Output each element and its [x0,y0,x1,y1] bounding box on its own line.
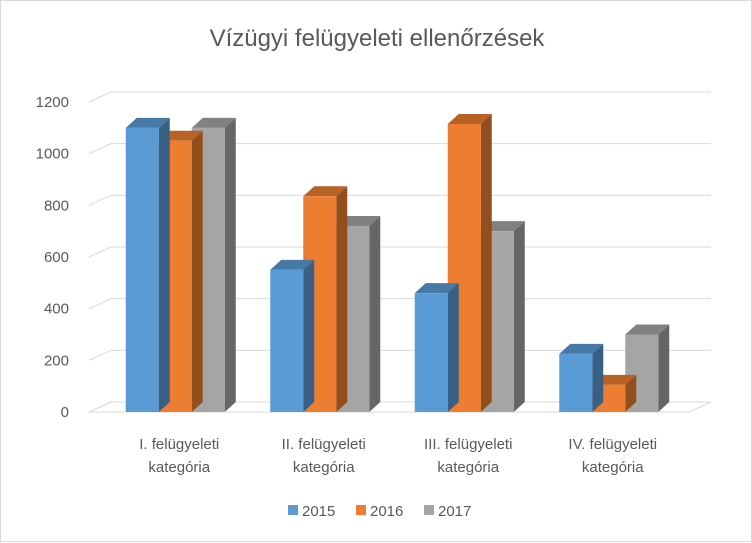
bar-side [480,113,492,412]
x-tick-label: kategória [148,459,210,476]
legend: 2015 2016 2017 [288,503,471,520]
bar-side [658,324,670,412]
gridline [88,194,711,206]
gridline [88,143,711,155]
legend-label: 2017 [438,503,471,520]
x-tick-label: III. felügyeleti [424,436,512,453]
y-tick-label: 0 [61,404,69,421]
legend-swatch [356,505,366,515]
bar-front [270,269,304,412]
bar-top [270,259,315,270]
legend-label: 2015 [302,503,335,520]
bar-top [303,186,348,197]
bar-side [224,117,236,412]
bar-side [369,216,381,412]
bar-2016-3 [447,113,492,412]
bars [125,113,670,412]
bar-2015-1 [125,117,170,412]
bar-front [559,353,593,412]
x-tick-label: IV. felügyeleti [568,436,657,453]
bar-side [336,186,348,412]
bar-side [447,283,459,412]
bar-front [125,127,159,412]
x-tick-label: kategória [582,459,644,476]
legend-label: 2016 [370,503,403,520]
gridlines [88,91,711,413]
bar-2015-4 [559,343,604,412]
bar-top [559,343,604,354]
legend-item-2015: 2015 [288,503,335,520]
legend-item-2017: 2017 [424,503,471,520]
legend-swatch [288,505,298,515]
bar-top [447,113,492,124]
y-tick-label: 1000 [36,146,69,163]
bar-top [414,283,459,294]
bar-side [592,343,604,412]
bar-2015-3 [414,283,459,412]
bar-top [191,117,236,128]
bar-side [513,221,525,412]
y-tick-label: 1200 [36,94,69,111]
y-axis: 0 200 400 600 800 1000 1200 [36,94,69,421]
bar-side [625,374,637,412]
y-tick-label: 800 [44,197,69,214]
legend-swatch [424,505,434,515]
bar-top [125,117,170,128]
bar-side [158,117,170,412]
bar-2015-2 [270,259,315,412]
y-tick-label: 600 [44,249,69,266]
bar-side [303,259,315,412]
bar-side [191,130,203,412]
bar-front [414,293,448,412]
x-tick-label: II. felügyeleti [282,436,366,453]
bar-2017-4 [625,324,670,412]
chart-title: Vízügyi felügyeleti ellenőrzések [210,25,546,52]
y-tick-label: 400 [44,301,69,318]
y-tick-label: 200 [44,352,69,369]
gridline [88,91,711,103]
legend-item-2016: 2016 [356,503,403,520]
x-axis: I. felügyeleti kategória II. felügyeleti ka… [139,436,657,476]
x-tick-label: kategória [437,459,499,476]
bar-top [625,324,670,335]
x-tick-label: I. felügyeleti [139,436,219,453]
x-tick-label: kategória [293,459,355,476]
